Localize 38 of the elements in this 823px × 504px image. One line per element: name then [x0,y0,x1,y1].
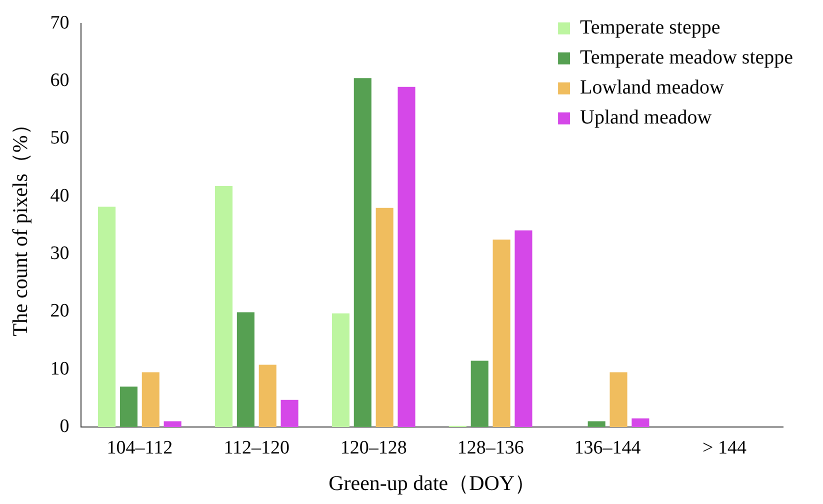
x-tick-label: > 144 [702,437,747,458]
bar [588,421,606,427]
bar [332,313,350,427]
x-axis-title: Green-up date（DOY） [328,470,536,495]
y-tick-label: 20 [50,300,70,322]
bar [376,208,394,427]
x-tick-label: 104–112 [106,437,173,458]
bar [514,230,532,427]
x-tick-label: 112–120 [224,437,290,458]
legend-label: Temperate meadow steppe [580,46,794,69]
bar [354,78,372,427]
bar [492,240,510,427]
bar [610,372,628,427]
bar [398,86,416,427]
y-tick-label: 40 [50,185,70,206]
bar [632,418,650,427]
bar [236,312,254,427]
x-tick-label: 128–136 [457,437,524,458]
bar [258,364,276,427]
legend-label: Upland meadow [580,106,712,129]
bar [470,360,488,427]
bar [98,206,116,427]
y-tick-label: 70 [50,12,70,34]
bar [142,372,160,427]
y-tick-label: 10 [50,358,70,380]
x-tick-label: 120–128 [340,437,407,458]
legend-label: Lowland meadow [580,76,724,99]
y-tick-label: 0 [60,416,70,437]
bar [120,386,138,427]
y-tick-label: 60 [50,70,70,92]
x-tick-label: 136–144 [574,437,642,458]
bar [214,186,233,427]
bar [164,421,182,427]
bar [280,400,298,427]
y-axis-title: The count of pixels（%） [8,114,32,336]
y-tick-label: 30 [50,243,70,264]
y-tick-label: 50 [50,128,70,149]
legend-label: Temperate steppe [580,16,720,39]
